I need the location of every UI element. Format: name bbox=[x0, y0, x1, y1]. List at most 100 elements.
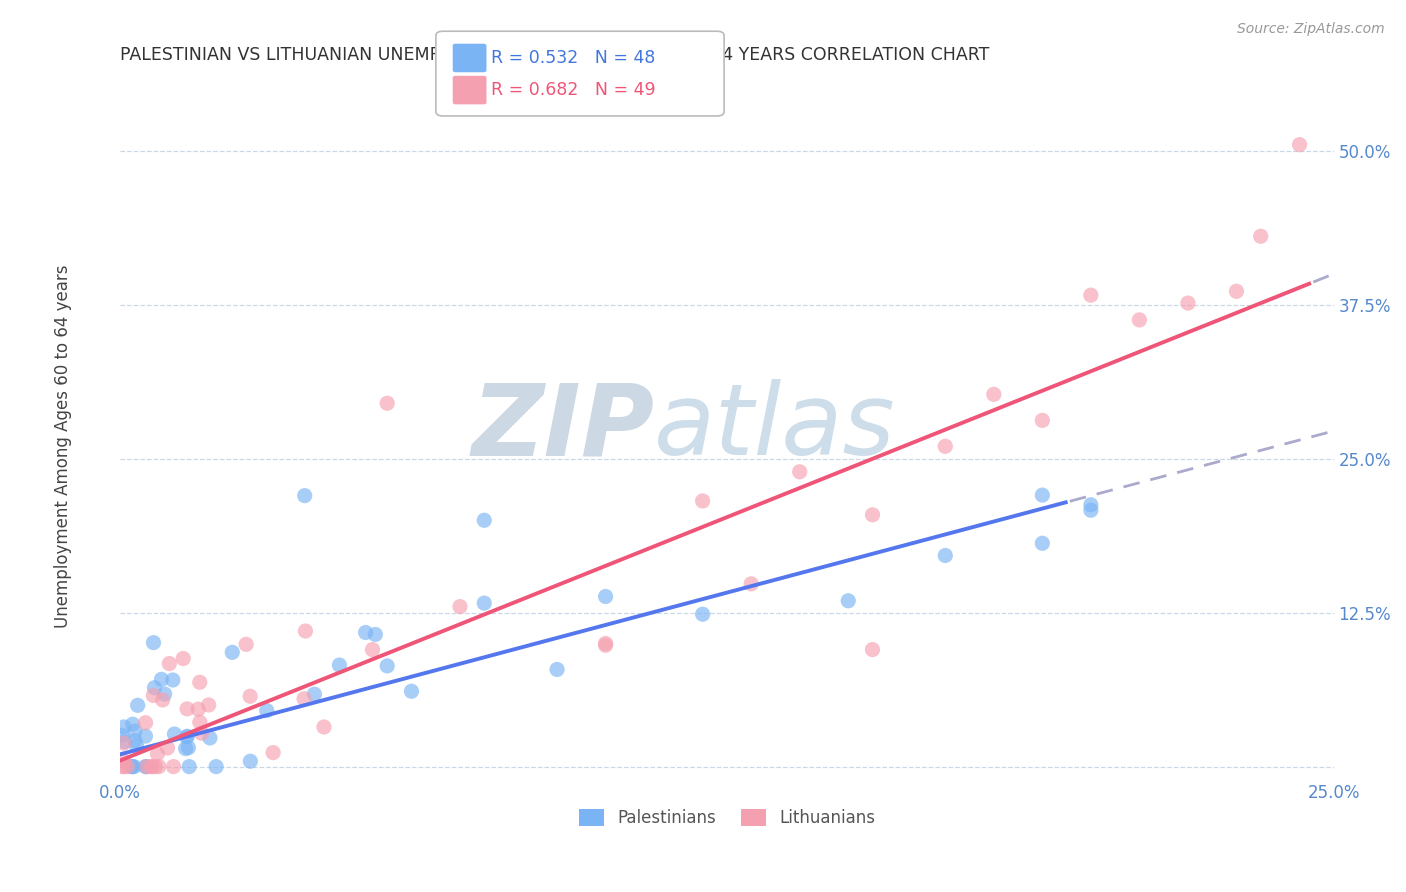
Point bbox=[134, 759, 156, 773]
Point bbox=[114, 734, 136, 748]
Legend: Palestinians, Lithuanians: Palestinians, Lithuanians bbox=[572, 802, 882, 834]
Point bbox=[595, 636, 617, 650]
Point bbox=[135, 759, 157, 773]
Point bbox=[472, 513, 495, 527]
Point bbox=[1031, 488, 1053, 502]
Point bbox=[375, 396, 398, 410]
Point bbox=[112, 759, 135, 773]
Point bbox=[162, 673, 184, 687]
Point bbox=[121, 759, 143, 773]
Point bbox=[174, 741, 197, 756]
Point bbox=[121, 717, 143, 731]
Point bbox=[162, 759, 184, 773]
Point bbox=[312, 720, 335, 734]
Point bbox=[1080, 503, 1102, 517]
Point bbox=[1128, 313, 1150, 327]
Point bbox=[134, 729, 156, 743]
Point bbox=[142, 635, 165, 649]
Point bbox=[163, 727, 186, 741]
Point bbox=[198, 731, 221, 745]
Point bbox=[156, 740, 179, 755]
Point bbox=[1288, 137, 1310, 152]
Point bbox=[122, 759, 145, 773]
Point bbox=[148, 759, 170, 773]
Point bbox=[256, 704, 278, 718]
Point bbox=[235, 637, 257, 651]
Point bbox=[239, 754, 262, 768]
Point bbox=[294, 489, 316, 503]
Point bbox=[375, 659, 398, 673]
Point bbox=[401, 684, 423, 698]
Text: ZIP: ZIP bbox=[471, 379, 654, 476]
Point bbox=[692, 494, 714, 508]
Point bbox=[150, 673, 173, 687]
Point bbox=[239, 690, 262, 704]
Point bbox=[152, 693, 174, 707]
Point bbox=[153, 687, 176, 701]
Point bbox=[120, 759, 142, 773]
Point bbox=[472, 596, 495, 610]
Text: R = 0.682   N = 49: R = 0.682 N = 49 bbox=[491, 81, 655, 99]
Point bbox=[141, 759, 163, 773]
Point bbox=[205, 759, 228, 773]
Point bbox=[135, 715, 157, 730]
Point bbox=[112, 720, 135, 734]
Point bbox=[143, 681, 166, 695]
Text: R = 0.532   N = 48: R = 0.532 N = 48 bbox=[491, 49, 655, 67]
Point bbox=[172, 651, 194, 665]
Point bbox=[862, 508, 884, 522]
Point bbox=[361, 642, 384, 657]
Point bbox=[142, 689, 165, 703]
Point bbox=[176, 730, 198, 744]
Point bbox=[449, 599, 471, 614]
Point bbox=[179, 759, 201, 773]
Point bbox=[304, 687, 326, 701]
Point bbox=[112, 754, 135, 768]
Text: atlas: atlas bbox=[654, 379, 896, 476]
Point bbox=[595, 638, 617, 652]
Text: PALESTINIAN VS LITHUANIAN UNEMPLOYMENT AMONG AGES 60 TO 64 YEARS CORRELATION CHA: PALESTINIAN VS LITHUANIAN UNEMPLOYMENT A… bbox=[121, 46, 990, 64]
Point bbox=[145, 759, 167, 773]
Point bbox=[862, 642, 884, 657]
Point bbox=[1177, 296, 1199, 310]
Point bbox=[262, 746, 284, 760]
Point bbox=[1250, 229, 1272, 244]
Point bbox=[1225, 285, 1247, 299]
Text: Unemployment Among Ages 60 to 64 years: Unemployment Among Ages 60 to 64 years bbox=[55, 264, 72, 628]
Point bbox=[111, 728, 134, 742]
Point bbox=[292, 691, 315, 706]
Point bbox=[125, 739, 148, 753]
Point bbox=[176, 702, 198, 716]
Point bbox=[1031, 413, 1053, 427]
Point bbox=[364, 627, 387, 641]
Point bbox=[176, 729, 198, 743]
Point bbox=[190, 726, 212, 740]
Point bbox=[837, 594, 859, 608]
Point bbox=[141, 759, 163, 773]
Point bbox=[692, 607, 714, 622]
Point bbox=[197, 698, 219, 712]
Point bbox=[789, 465, 811, 479]
Point bbox=[135, 759, 157, 773]
Point bbox=[328, 658, 350, 673]
Point bbox=[124, 724, 146, 739]
Point bbox=[546, 663, 568, 677]
Point bbox=[740, 577, 762, 591]
Point bbox=[127, 698, 149, 713]
Point bbox=[1080, 288, 1102, 302]
Point bbox=[1031, 536, 1053, 550]
Point bbox=[146, 747, 169, 761]
Point bbox=[124, 733, 146, 747]
Point bbox=[117, 759, 139, 773]
Point bbox=[294, 624, 316, 638]
Point bbox=[177, 740, 200, 755]
Point bbox=[1080, 498, 1102, 512]
Point bbox=[187, 702, 209, 716]
Point bbox=[354, 625, 377, 640]
Text: Source: ZipAtlas.com: Source: ZipAtlas.com bbox=[1237, 22, 1385, 37]
Point bbox=[157, 657, 180, 671]
Point bbox=[188, 675, 211, 690]
Point bbox=[188, 715, 211, 730]
Point bbox=[595, 590, 617, 604]
Point bbox=[221, 645, 243, 659]
